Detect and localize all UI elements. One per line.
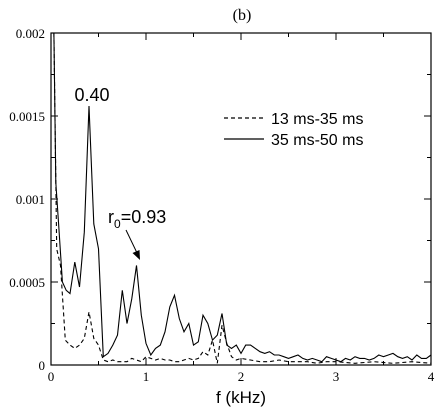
- y-tick-label-0: 0: [39, 358, 46, 373]
- y-tick-label-3: 0.0015: [9, 109, 45, 124]
- ratio-arrow: [125, 229, 140, 260]
- legend-entry-0: 13 ms-35 ms: [271, 111, 363, 128]
- ratio-arrow-shaft: [125, 229, 139, 256]
- x-tick-label-4: 4: [428, 369, 435, 384]
- x-axis-label: f (kHz): [216, 388, 266, 407]
- ratio-annotation: r0=0.93: [108, 207, 166, 231]
- x-tick-label-1: 1: [143, 369, 150, 384]
- ratio-label-main: r: [108, 207, 114, 227]
- panel-label: (b): [233, 7, 252, 24]
- ratio-label-value: =0.93: [121, 207, 167, 227]
- legend-entry-1: 35 ms-50 ms: [271, 132, 363, 149]
- x-tick-label-2: 2: [238, 369, 245, 384]
- y-tick-label-2: 0.001: [16, 192, 45, 207]
- x-tick-label-0: 0: [48, 369, 55, 384]
- x-tick-label-3: 3: [333, 369, 340, 384]
- series-line-0: [53, 32, 432, 364]
- ratio-arrow-head: [132, 250, 140, 260]
- peak-annotation: 0.40: [74, 85, 109, 105]
- series-layer: [53, 32, 432, 364]
- series-line-1: [53, 32, 432, 363]
- legend: 13 ms-35 ms 35 ms-50 ms: [224, 111, 363, 149]
- y-tick-label-4: 0.002: [16, 26, 45, 41]
- y-tick-label-1: 0.0005: [9, 275, 45, 290]
- ratio-label-sub: 0: [114, 217, 121, 231]
- ticks-layer: 0 1 2 3 4 0 0.0005 0.001 0.0015 0.002: [9, 26, 435, 384]
- plot-frame: [50, 32, 432, 366]
